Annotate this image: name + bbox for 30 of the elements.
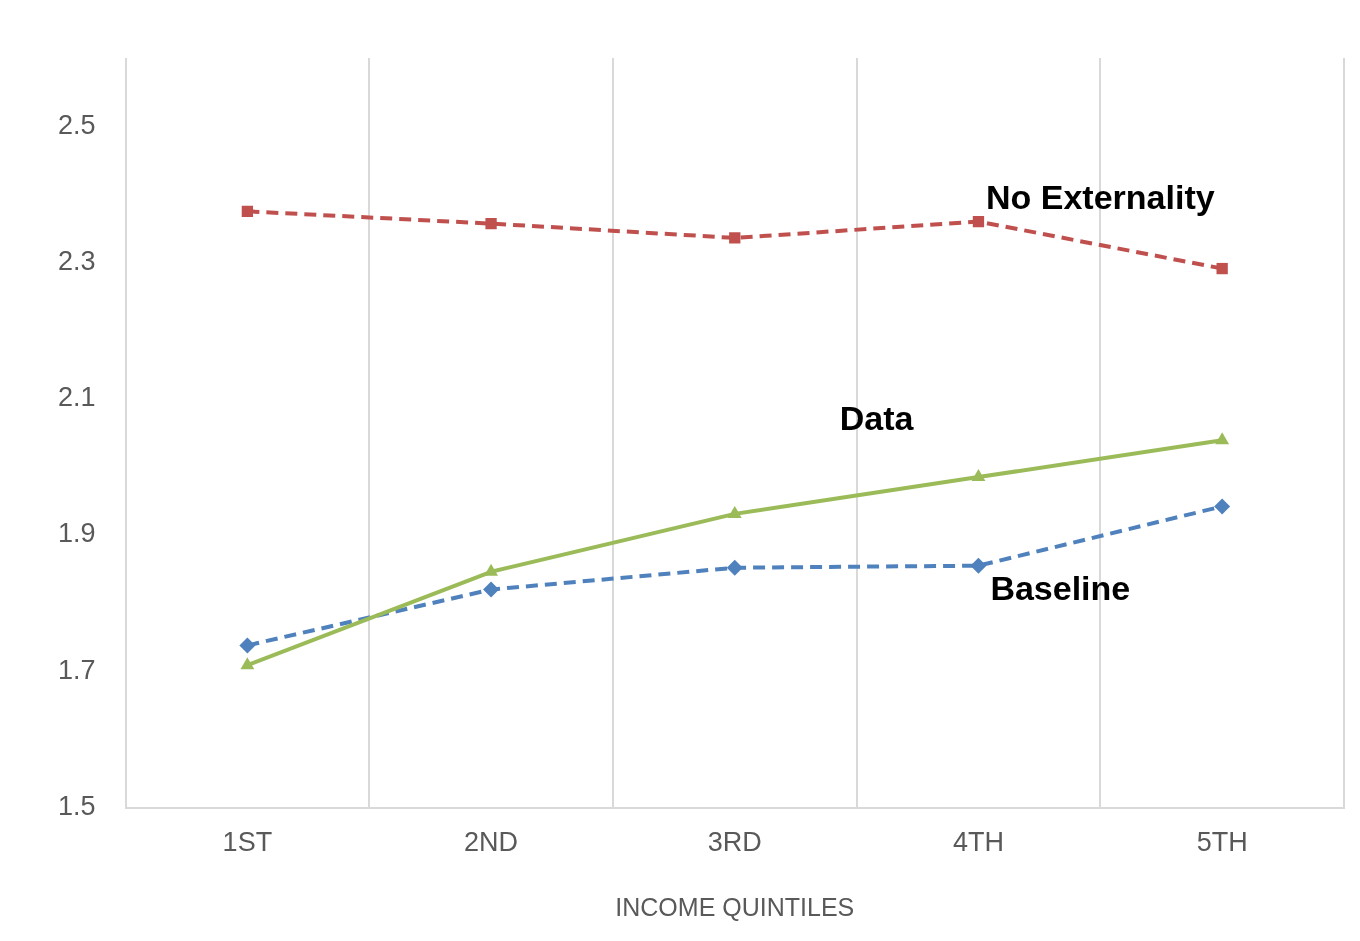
x-tick-label: 3RD (707, 827, 762, 858)
point (485, 217, 497, 230)
point (727, 505, 742, 518)
point (1214, 498, 1231, 515)
x-tick-label: 2ND (464, 827, 519, 858)
point (970, 557, 987, 574)
point (239, 637, 256, 654)
y-tick-label: 1.7 (57, 654, 96, 685)
point (241, 205, 254, 217)
point (1215, 432, 1230, 445)
y-tick-label: 2.5 (57, 109, 96, 140)
x-tick-label: 4TH (952, 827, 1004, 858)
series-label: No Externality (985, 178, 1215, 217)
series-label: Baseline (990, 569, 1131, 608)
y-tick-label: 1.9 (57, 518, 96, 549)
point (484, 563, 498, 576)
y-tick-label: 2.3 (57, 245, 96, 276)
x-tick-label: 1ST (222, 827, 273, 858)
point (726, 559, 743, 576)
point (729, 232, 741, 244)
point (972, 215, 985, 228)
x-axis-title: INCOME QUINTILES (615, 892, 855, 921)
series-label: Data (839, 398, 915, 437)
point (240, 657, 255, 670)
point (483, 581, 500, 598)
point (1216, 262, 1228, 275)
y-tick-label: 1.5 (57, 791, 96, 822)
x-tick-label: 5TH (1196, 827, 1248, 858)
y-tick-label: 2.1 (57, 382, 96, 413)
point (971, 469, 986, 482)
